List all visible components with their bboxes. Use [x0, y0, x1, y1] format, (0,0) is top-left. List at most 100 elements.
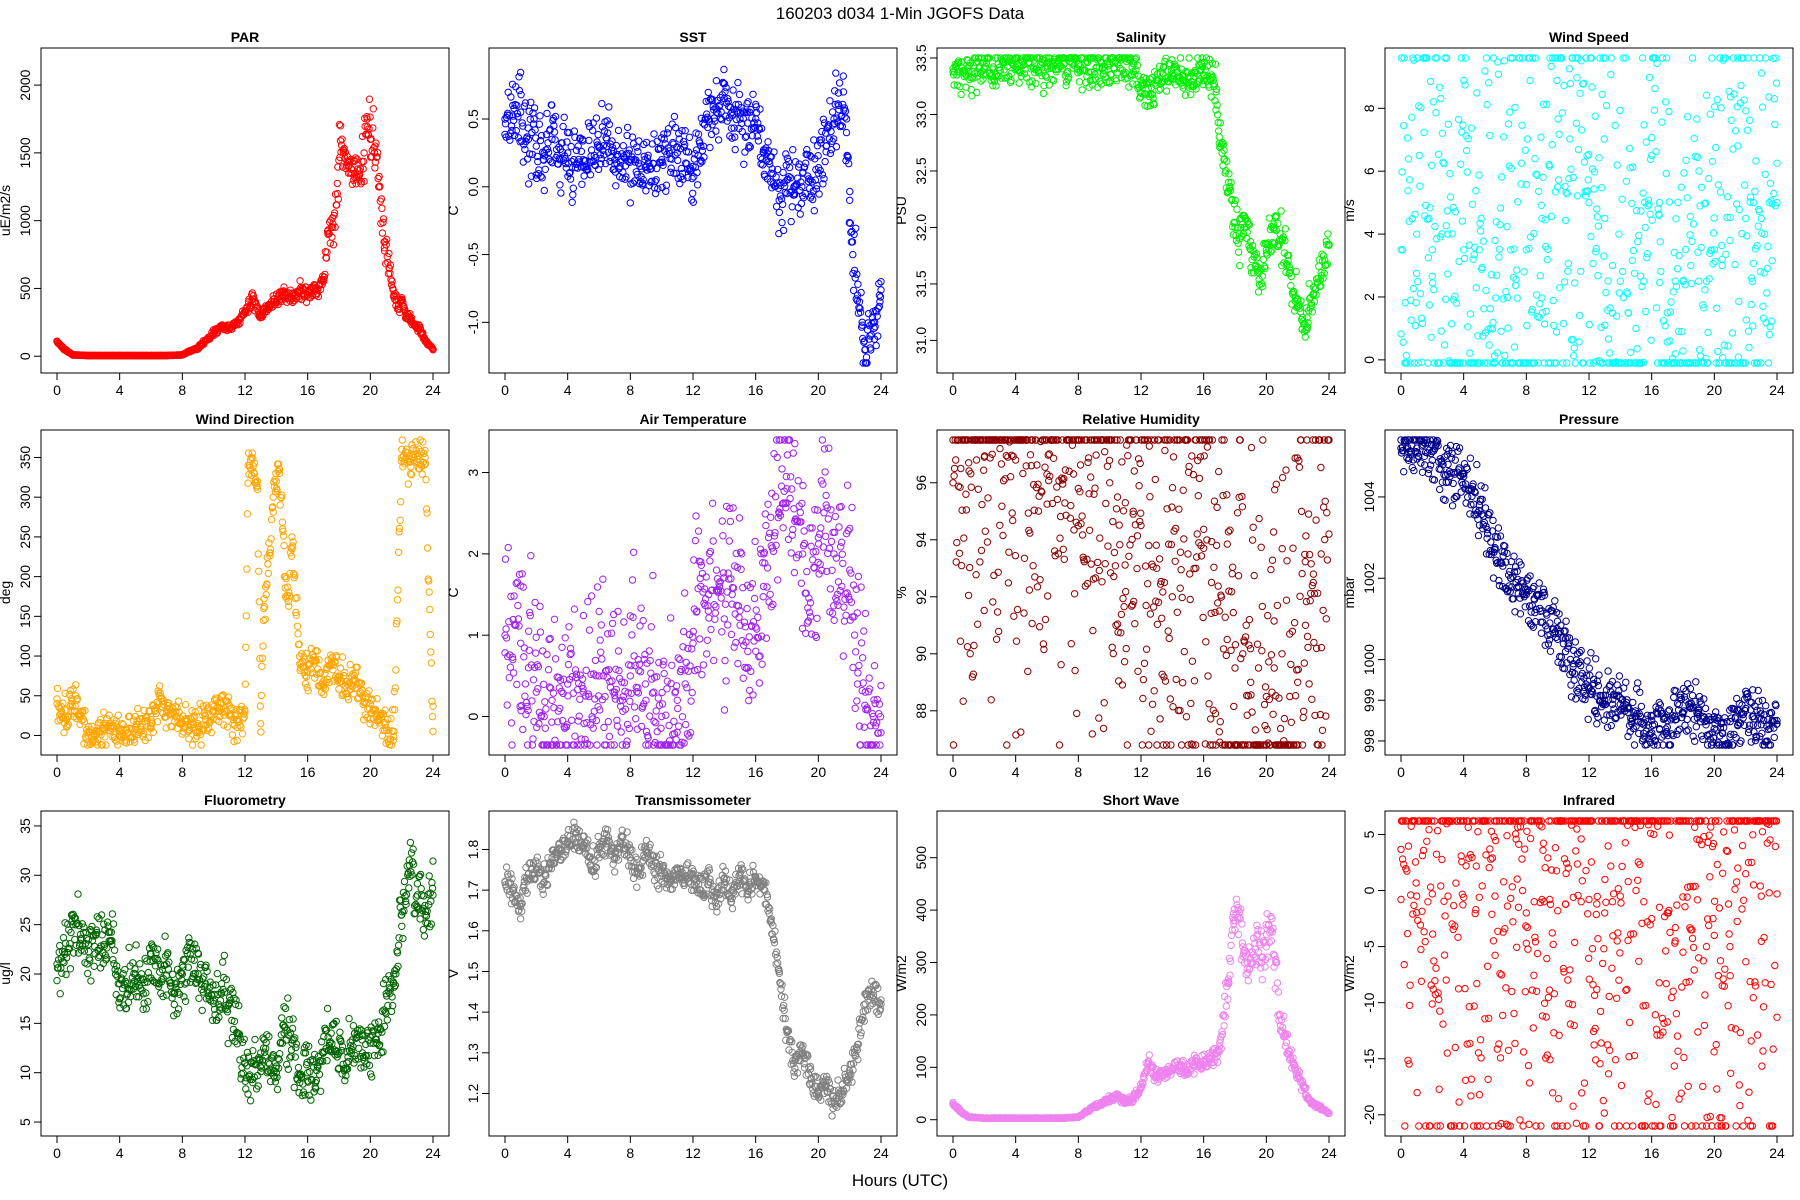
air-temperature-data-point — [720, 706, 729, 714]
wind-speed-data-point — [1446, 193, 1455, 201]
wind-speed-data-point — [1632, 324, 1640, 333]
wind-speed-data-point — [1616, 106, 1624, 115]
air-temperature-data-point — [587, 592, 596, 600]
wind-speed-data-point — [1440, 341, 1449, 349]
wind-speed-data-point — [1663, 54, 1671, 62]
air-temperature-data-point — [674, 704, 682, 713]
relative-humidity-data-point — [952, 456, 960, 464]
par-y-tick-label: 500 — [17, 277, 33, 301]
wind-speed-data-point — [1713, 304, 1721, 312]
air-temperature-y-axis-label: C — [445, 587, 461, 597]
air-temperature-data-point — [857, 639, 866, 647]
wind-speed-data-point — [1657, 267, 1665, 276]
air-temperature-data-point — [571, 732, 579, 740]
air-temperature-data-point — [527, 552, 535, 560]
relative-humidity-data-point — [1053, 495, 1062, 504]
salinity-data-point — [1185, 54, 1193, 62]
par-data-point — [406, 309, 414, 318]
air-temperature-data-point — [645, 647, 653, 655]
air-temperature-data-point — [766, 590, 774, 599]
air-temperature-data-point — [681, 589, 689, 597]
wind-speed-data-point — [1756, 267, 1765, 276]
par-data-point — [369, 105, 377, 113]
wind-speed-data-point — [1442, 222, 1450, 230]
sst-data-point — [729, 86, 737, 94]
par-data-point — [336, 153, 344, 162]
sst-data-point — [612, 141, 620, 150]
sst-data-point — [626, 199, 634, 207]
sst-data-point — [789, 146, 797, 154]
air-temperature-data-point — [509, 669, 518, 677]
wind-speed-data-point — [1754, 222, 1762, 230]
wind-speed-data-point — [1665, 107, 1673, 116]
par-data-point — [367, 135, 375, 143]
sst-y-axis-label: C — [445, 205, 461, 215]
wind-speed-data-point — [1446, 169, 1454, 178]
air-temperature-data-point — [774, 576, 782, 584]
wind-speed-data-point — [1466, 310, 1475, 318]
wind-direction-data-point — [280, 541, 288, 550]
air-temperature-data-point — [835, 523, 843, 531]
par-data-point — [378, 204, 386, 213]
air-temperature-data-point — [617, 728, 625, 736]
wind-speed-data-point — [1485, 341, 1493, 349]
air-temperature-data-point — [703, 636, 711, 644]
air-temperature-data-point — [604, 717, 612, 726]
relative-humidity-data-point — [1017, 728, 1025, 736]
wind-speed-data-point — [1561, 216, 1570, 225]
sst-data-point — [749, 90, 757, 99]
wind-speed-data-point — [1437, 327, 1446, 335]
sst-data-point — [835, 79, 844, 87]
wind-speed-data-point — [1560, 278, 1569, 286]
air-temperature-data-point — [788, 485, 796, 493]
relative-humidity-data-point — [981, 527, 989, 535]
wind-direction-data-point — [264, 560, 272, 568]
wind-speed-data-point — [1742, 214, 1750, 223]
salinity-data-point — [1281, 225, 1290, 233]
wind-direction-y-tick-label: 150 — [17, 604, 33, 628]
wind-direction-data-point — [258, 662, 266, 670]
wind-speed-data-point — [1638, 54, 1647, 62]
salinity-y-tick-label: 33.5 — [913, 44, 929, 71]
relative-humidity-data-point — [1024, 509, 1033, 517]
par-data-point — [335, 120, 344, 129]
wind-speed-data-point — [1587, 232, 1595, 241]
wind-speed-data-point — [1594, 222, 1603, 230]
sst-data-point — [799, 194, 808, 202]
relative-humidity-data-point — [1254, 664, 1263, 672]
wind-direction-data-point — [394, 548, 403, 556]
air-temperature-data-point — [790, 568, 799, 577]
air-temperature-data-point — [834, 578, 843, 586]
air-temperature-data-point — [607, 629, 616, 637]
relative-humidity-data-point — [1092, 451, 1100, 459]
wind-speed-data-point — [1745, 343, 1753, 352]
salinity-x-tick-label: 20 — [1259, 382, 1275, 398]
air-temperature-data-point — [662, 711, 670, 719]
wind-speed-data-point — [1539, 173, 1547, 182]
wind-speed-data-point — [1574, 145, 1583, 154]
wind-speed-data-point — [1470, 251, 1478, 259]
relative-humidity-y-tick-label: 92 — [913, 589, 929, 605]
air-temperature-data-point — [743, 604, 751, 613]
relative-humidity-data-point — [1026, 451, 1035, 459]
par-data-point — [378, 229, 387, 237]
air-temperature-data-point — [839, 652, 847, 660]
par-data-point — [357, 178, 366, 186]
par-data-point — [331, 223, 339, 231]
par-data-point — [320, 273, 328, 281]
par-data-point — [370, 144, 378, 152]
sst-y-tick-label: 0.0 — [465, 177, 481, 197]
wind-speed-data-point — [1486, 131, 1494, 140]
relative-humidity-data-point — [1301, 621, 1310, 629]
air-temperature-x-tick-label: 4 — [564, 764, 572, 780]
relative-humidity-data-point — [1184, 550, 1192, 558]
wind-speed-data-point — [1564, 267, 1572, 275]
relative-humidity-data-point — [1029, 562, 1037, 570]
relative-humidity-data-point — [970, 641, 978, 650]
wind-speed-data-point — [1683, 194, 1691, 202]
salinity-x-tick-label: 24 — [1321, 382, 1337, 398]
relative-humidity-data-point — [987, 696, 995, 704]
wind-speed-data-point — [1548, 140, 1556, 149]
air-temperature-data-point — [779, 524, 787, 532]
